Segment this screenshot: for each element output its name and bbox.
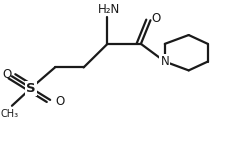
Text: O: O: [152, 12, 161, 25]
Text: O: O: [55, 95, 64, 108]
Text: O: O: [2, 68, 12, 81]
Text: S: S: [26, 82, 36, 95]
Text: H₂N: H₂N: [98, 3, 120, 16]
Text: N: N: [160, 55, 169, 68]
Text: CH₃: CH₃: [0, 109, 19, 119]
